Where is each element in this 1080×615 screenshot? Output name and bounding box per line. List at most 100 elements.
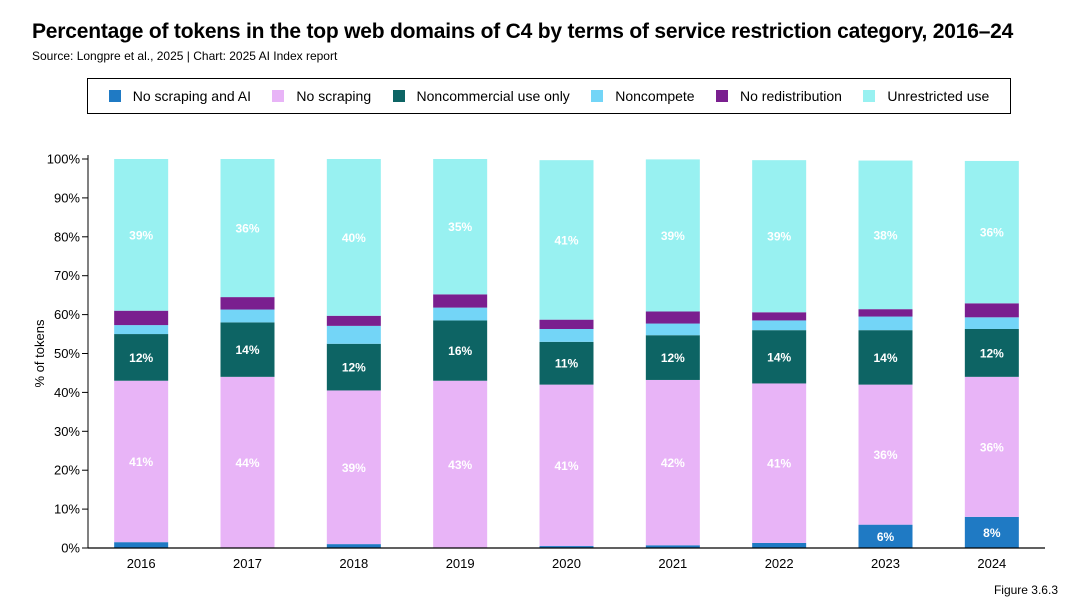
bar-segment-unrestricted-use-2017 <box>220 159 275 298</box>
x-tick-label: 2017 <box>233 556 262 571</box>
data-label-unrestricted-use-2016: 39% <box>129 228 153 242</box>
bar-segment-no-scraping-and-ai-2022 <box>752 542 807 548</box>
bar-segment-no-scraping-and-ai-2020 <box>539 546 594 548</box>
data-label-noncommercial-use-only-2016: 12% <box>129 351 153 365</box>
data-label-unrestricted-use-2021: 39% <box>661 229 685 243</box>
y-tick-label: 0% <box>61 541 80 556</box>
bar-segment-no-redistribution-2016 <box>114 310 169 326</box>
bar-segment-noncommercial-use-only-2016 <box>114 334 169 381</box>
bar-segment-noncompete-2016 <box>114 325 169 335</box>
x-tick-label: 2021 <box>658 556 687 571</box>
data-label-noncommercial-use-only-2021: 12% <box>661 351 685 365</box>
bar-segment-noncompete-2018 <box>326 325 381 344</box>
data-label-no-scraping-2021: 42% <box>661 456 685 470</box>
bar-segment-no-redistribution-2022 <box>752 312 807 321</box>
bar-segment-no-scraping-and-ai-2018 <box>326 544 381 548</box>
legend-label: No redistribution <box>740 88 842 104</box>
data-label-noncommercial-use-only-2024: 12% <box>980 346 1004 360</box>
legend-swatch <box>108 90 121 102</box>
bar-segment-no-scraping-2022 <box>752 383 807 543</box>
data-label-unrestricted-use-2024: 36% <box>980 226 1004 240</box>
legend-label: Noncompete <box>615 88 695 104</box>
legend-label: No scraping and AI <box>132 88 251 104</box>
legend-swatch <box>863 90 876 102</box>
data-label-no-scraping-2019: 43% <box>448 458 472 472</box>
legend-swatch <box>392 90 405 102</box>
x-tick-label: 2020 <box>552 556 581 571</box>
bar-segment-unrestricted-use-2021 <box>645 159 700 312</box>
bar-segment-noncompete-2020 <box>539 328 594 342</box>
legend-item-noncommercial-use-only: Noncommercial use only <box>392 88 570 104</box>
bar-segment-unrestricted-use-2016 <box>114 159 169 311</box>
legend-item-noncompete: Noncompete <box>591 88 695 104</box>
data-label-no-scraping-2017: 44% <box>235 456 259 470</box>
y-tick-label: 10% <box>54 502 80 517</box>
bar-segment-no-redistribution-2024 <box>964 303 1019 318</box>
bar-segment-no-scraping-2024 <box>964 376 1019 517</box>
bar-segment-no-scraping-2021 <box>645 379 700 546</box>
bar-segment-no-redistribution-2019 <box>433 294 488 308</box>
bar-segment-noncommercial-use-only-2020 <box>539 341 594 385</box>
legend-item-no-scraping-and-ai: No scraping and AI <box>108 88 251 104</box>
bar-segment-no-scraping-and-ai-2024 <box>964 516 1019 548</box>
bar-segment-no-scraping-2020 <box>539 384 594 547</box>
y-tick-label: 50% <box>54 346 80 361</box>
bar-segment-no-scraping-2018 <box>326 390 381 545</box>
y-axis-label: % of tokens <box>32 319 47 387</box>
data-label-no-scraping-2023: 36% <box>873 448 897 462</box>
legend-label: Unrestricted use <box>887 88 990 104</box>
bar-segment-unrestricted-use-2024 <box>964 160 1019 304</box>
x-tick-label: 2018 <box>339 556 368 571</box>
data-label-no-scraping-2024: 36% <box>980 440 1004 454</box>
bar-segment-noncommercial-use-only-2022 <box>752 330 807 384</box>
data-label-unrestricted-use-2022: 39% <box>767 230 791 244</box>
bar-segment-noncompete-2022 <box>752 320 807 331</box>
bar-segment-noncommercial-use-only-2021 <box>645 335 700 380</box>
data-label-unrestricted-use-2020: 41% <box>554 233 578 247</box>
bar-segment-noncommercial-use-only-2017 <box>220 322 275 377</box>
bar-segment-no-redistribution-2021 <box>645 311 700 324</box>
bar-segment-noncompete-2024 <box>964 317 1019 329</box>
legend-item-no-redistribution: No redistribution <box>716 88 842 104</box>
bar-segment-noncompete-2019 <box>433 307 488 321</box>
chart-source: Source: Longpre et al., 2025 | Chart: 20… <box>32 49 338 63</box>
data-label-unrestricted-use-2018: 40% <box>342 231 366 245</box>
bar-segment-noncommercial-use-only-2019 <box>433 320 488 381</box>
bar-segment-no-scraping-2019 <box>433 380 488 548</box>
chart-title: Percentage of tokens in the top web doma… <box>32 20 1014 43</box>
bar-segment-no-redistribution-2020 <box>539 319 594 329</box>
bar-segment-no-redistribution-2017 <box>220 297 275 310</box>
data-label-no-scraping-2018: 39% <box>342 461 366 475</box>
bar-segment-no-redistribution-2023 <box>858 309 913 317</box>
data-label-no-scraping-2022: 41% <box>767 457 791 471</box>
chart-legend: No scraping and AI No scraping Noncommerci… <box>87 78 1011 114</box>
data-label-noncommercial-use-only-2022: 14% <box>767 350 791 364</box>
legend-swatch <box>716 90 729 102</box>
data-label-noncommercial-use-only-2018: 12% <box>342 361 366 375</box>
data-label-unrestricted-use-2017: 36% <box>235 222 259 236</box>
bar-segment-noncompete-2021 <box>645 323 700 336</box>
data-label-noncommercial-use-only-2017: 14% <box>235 343 259 357</box>
x-tick-label: 2023 <box>871 556 900 571</box>
bar-segment-no-scraping-and-ai-2016 <box>114 542 169 548</box>
y-tick-label: 70% <box>54 268 80 283</box>
legend-label: No scraping <box>296 88 372 104</box>
figure-label: Figure 3.6.3 <box>993 583 1058 597</box>
data-label-noncommercial-use-only-2023: 14% <box>873 351 897 365</box>
legend-swatch <box>272 90 285 102</box>
x-tick-label: 2016 <box>127 556 156 571</box>
bar-segment-no-scraping-2023 <box>858 384 913 525</box>
bar-segment-noncompete-2023 <box>858 316 913 331</box>
bar-segment-no-scraping-2017 <box>220 376 275 548</box>
data-label-no-scraping-and-ai-2023: 6% <box>877 530 895 544</box>
bar-segment-unrestricted-use-2023 <box>858 160 913 310</box>
x-tick-label: 2024 <box>977 556 1006 571</box>
bar-segment-unrestricted-use-2022 <box>752 160 807 313</box>
y-tick-label: 80% <box>54 229 80 244</box>
bar-segment-no-scraping-and-ai-2021 <box>645 545 700 548</box>
bar-segment-unrestricted-use-2018 <box>326 159 381 316</box>
data-label-no-scraping-and-ai-2024: 8% <box>983 526 1001 540</box>
y-tick-label: 100% <box>47 152 81 167</box>
legend-label: Noncommercial use only <box>416 88 570 104</box>
